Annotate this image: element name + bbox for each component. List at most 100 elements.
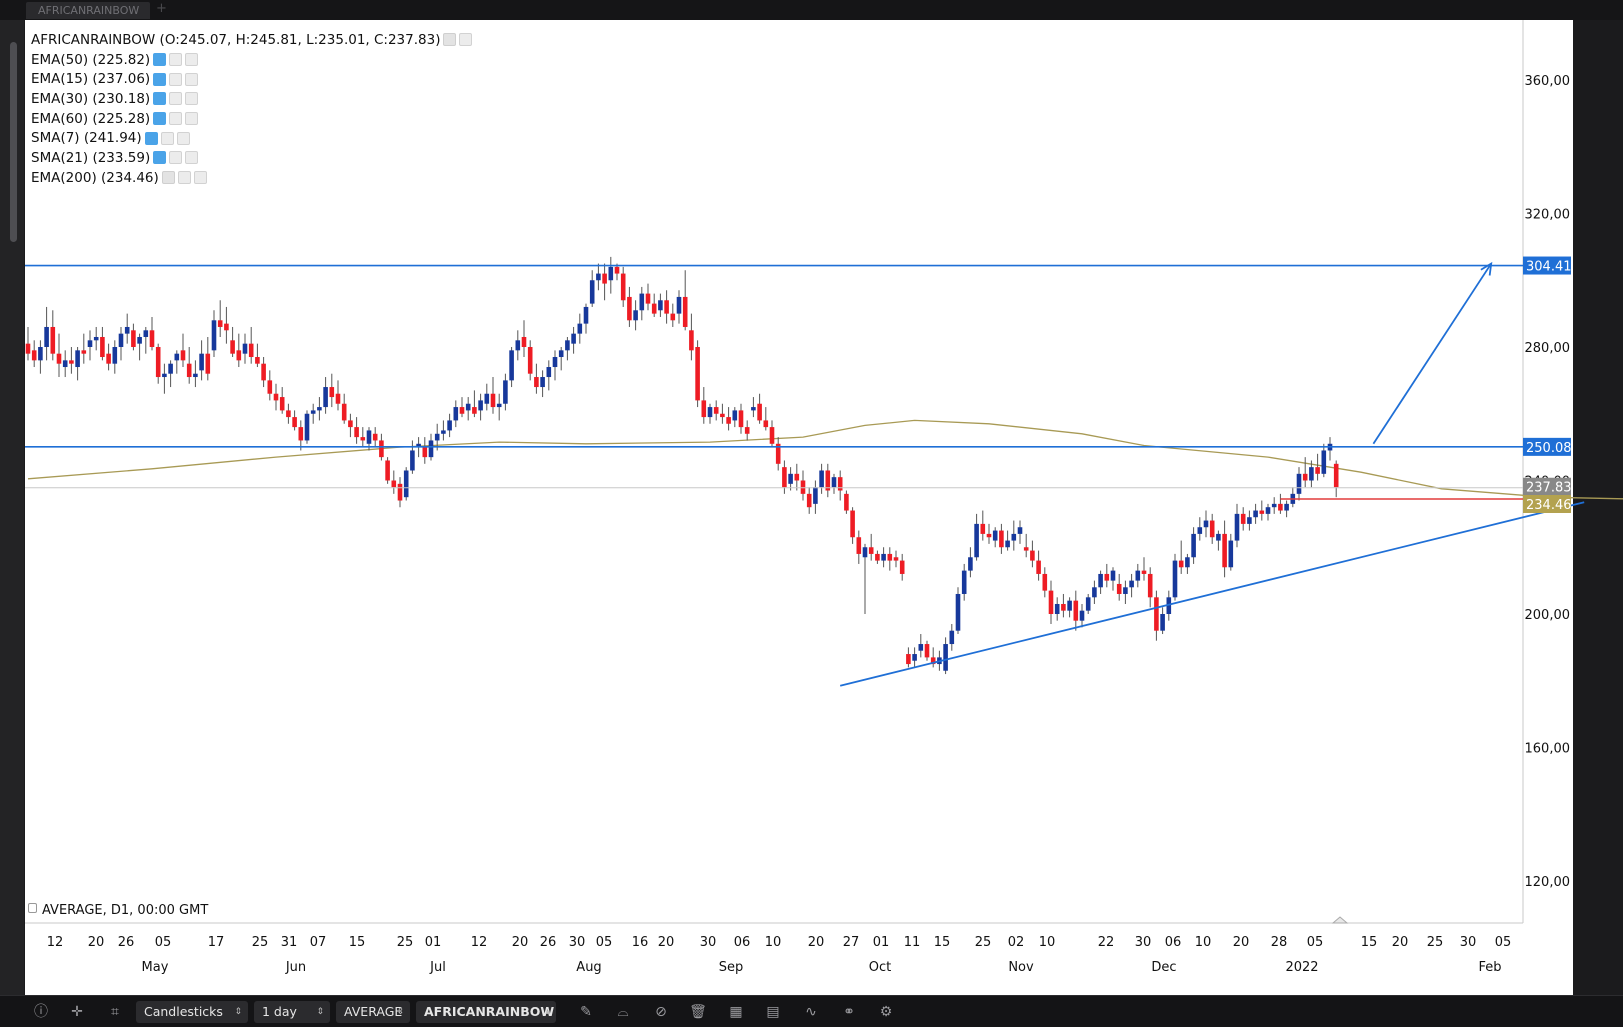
crop-icon[interactable]: ⌗ xyxy=(111,1004,119,1020)
candle-body xyxy=(397,483,403,501)
visibility-eye-icon[interactable] xyxy=(153,151,167,165)
candle-body xyxy=(230,340,235,354)
candle-body xyxy=(645,293,651,304)
pencil-icon[interactable]: ✎ xyxy=(580,1004,592,1020)
candle xyxy=(69,347,74,374)
settings-gear-icon[interactable] xyxy=(177,171,191,185)
candle-body xyxy=(1191,533,1196,558)
link-icon[interactable]: ⚭ xyxy=(843,1004,855,1020)
x-tick-label: 20 xyxy=(512,935,529,950)
visibility-eye-icon[interactable] xyxy=(153,112,167,126)
price-mode-select[interactable]: AVERAGE ⇕ xyxy=(336,1001,410,1023)
x-tick-label: 25 xyxy=(1427,935,1444,950)
candle xyxy=(695,340,700,408)
tab-africanrainbow[interactable]: AFRICANRAINBOW xyxy=(26,2,150,19)
candle-body xyxy=(267,380,273,394)
settings-gear-icon[interactable] xyxy=(169,151,183,165)
candle xyxy=(862,543,868,614)
candle xyxy=(236,333,242,368)
x-tick-label: 12 xyxy=(471,935,488,950)
candle xyxy=(1079,603,1085,628)
price-chart[interactable]: 360,00320,00280,00240,00200,00160,00120,… xyxy=(0,0,1623,995)
projection-arrow[interactable] xyxy=(1372,263,1492,445)
candle-body xyxy=(155,347,161,378)
settings-gear-icon[interactable] xyxy=(169,72,183,86)
candle-body xyxy=(31,350,37,361)
remove-x-icon[interactable] xyxy=(185,53,199,67)
visibility-eye-icon[interactable] xyxy=(144,131,158,145)
visibility-eye-icon[interactable] xyxy=(161,171,175,185)
settings-gear-icon[interactable] xyxy=(459,33,473,47)
candle xyxy=(1253,503,1258,524)
scrollbar-thumb[interactable] xyxy=(10,42,17,242)
y-tick-label: 120,00 xyxy=(1525,875,1571,890)
candle xyxy=(602,263,607,301)
candle xyxy=(354,417,359,444)
uptrend-line[interactable] xyxy=(839,501,1585,687)
visibility-eye-icon[interactable] xyxy=(153,92,167,106)
remove-x-icon[interactable] xyxy=(185,112,199,126)
candle-body xyxy=(1085,597,1091,611)
y-axis-background xyxy=(1523,20,1573,923)
hide-icon[interactable]: ⊘ xyxy=(655,1004,667,1020)
candle-body xyxy=(608,266,614,281)
remove-x-icon[interactable] xyxy=(176,131,190,145)
candle xyxy=(992,527,998,548)
candle xyxy=(986,523,992,544)
magnet-icon[interactable]: ⌓ xyxy=(617,1004,629,1020)
candle xyxy=(304,410,310,444)
chart-type-select[interactable]: Candlesticks ⇕ xyxy=(136,1001,248,1023)
candle xyxy=(1296,467,1302,501)
settings-gear-icon[interactable] xyxy=(160,131,174,145)
candle-body xyxy=(769,427,775,444)
templates-icon[interactable]: ▤ xyxy=(766,1004,780,1020)
gear-icon[interactable]: ⚙ xyxy=(879,1004,893,1020)
candle xyxy=(248,326,254,364)
indicators-icon[interactable]: ∿ xyxy=(805,1004,817,1020)
remove-x-icon[interactable] xyxy=(185,151,199,165)
info-icon[interactable]: ⓘ xyxy=(34,1004,48,1020)
candle xyxy=(552,350,558,381)
candle-body xyxy=(1321,450,1327,474)
layout-grid-icon[interactable]: ▦ xyxy=(729,1004,743,1020)
candle xyxy=(596,263,601,291)
candle-body xyxy=(1067,600,1072,611)
visibility-eye-icon[interactable] xyxy=(153,53,167,67)
interval-select[interactable]: 1 day ⇕ xyxy=(254,1001,330,1023)
candle-body xyxy=(614,266,620,274)
candle-body xyxy=(1178,560,1184,568)
candle-body xyxy=(93,336,99,341)
x-month-label: 2022 xyxy=(1285,960,1318,975)
settings-gear-icon[interactable] xyxy=(169,92,183,106)
candle-body xyxy=(1017,527,1023,534)
plot-background xyxy=(25,20,1573,923)
candle-body xyxy=(627,296,632,321)
x-tick-label: 05 xyxy=(596,935,613,950)
candle-body xyxy=(149,330,155,347)
crosshair-icon[interactable]: ✛ xyxy=(71,1004,83,1020)
data-source-label: AVERAGE, D1, 00:00 GMT xyxy=(42,903,209,918)
settings-gear-icon[interactable] xyxy=(169,112,183,126)
candle xyxy=(868,533,874,561)
remove-x-icon[interactable] xyxy=(193,171,207,185)
candle xyxy=(1023,533,1029,558)
symbol-select[interactable]: AFRICANRAINBOW ▴ xyxy=(416,1001,556,1023)
candle xyxy=(441,420,446,441)
candle-body xyxy=(1228,540,1234,568)
visibility-eye-icon[interactable] xyxy=(153,72,167,86)
candle xyxy=(540,370,545,398)
candle xyxy=(87,330,93,361)
remove-x-icon[interactable] xyxy=(185,92,199,106)
lock-icon xyxy=(28,903,37,913)
candle xyxy=(1005,530,1010,551)
candle-body xyxy=(676,296,682,314)
candle xyxy=(230,326,235,358)
settings-gear-icon[interactable] xyxy=(169,53,183,67)
candle-body xyxy=(930,657,936,665)
candle xyxy=(1067,597,1072,618)
trash-icon[interactable]: 🗑 xyxy=(689,1004,707,1020)
remove-x-icon[interactable] xyxy=(185,72,199,86)
add-tab-icon[interactable]: + xyxy=(156,1,167,16)
x-month-label: Dec xyxy=(1151,960,1176,975)
visibility-eye-icon[interactable] xyxy=(443,33,457,47)
